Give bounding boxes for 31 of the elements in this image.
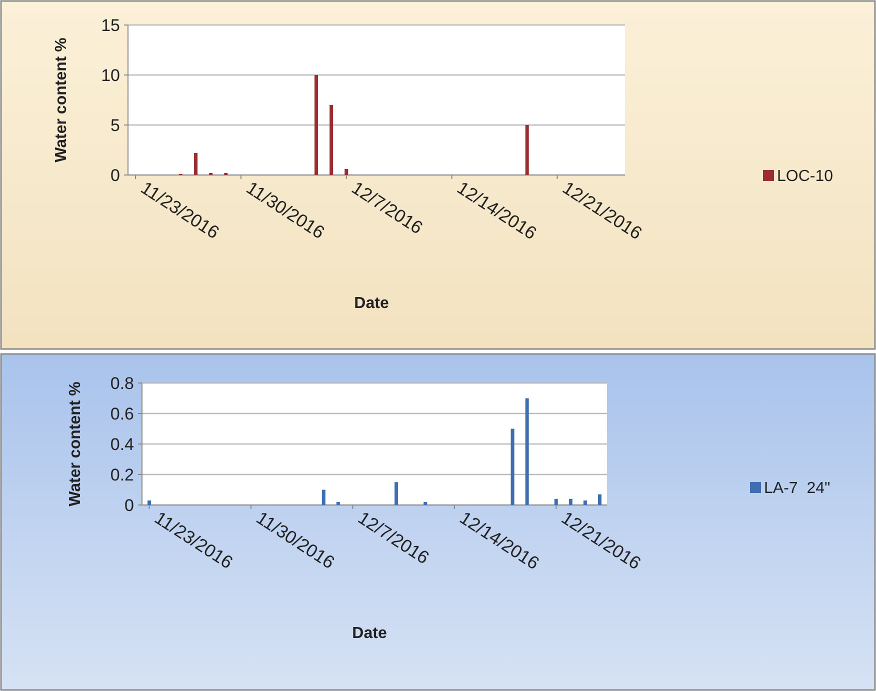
y-tick-label: 0.8 [110, 374, 134, 393]
legend-label: LOC-10 [777, 168, 834, 185]
bar [583, 500, 587, 505]
bar [568, 498, 572, 505]
x-axis-title: Date [354, 295, 389, 312]
y-tick-label: 10 [101, 66, 120, 85]
y-tick-label: 0 [124, 496, 134, 515]
bar [330, 105, 334, 175]
y-axis-title: Water content % [67, 382, 84, 506]
y-axis-title: Water content % [53, 38, 70, 162]
bar [194, 153, 198, 175]
y-tick-label: 0.4 [110, 434, 134, 454]
bar [344, 169, 348, 175]
y-tick-label: 0.2 [110, 465, 134, 484]
y-tick-label: 0.6 [110, 404, 134, 424]
bar [598, 494, 602, 505]
x-axis-title: Date [352, 625, 387, 642]
bar [525, 398, 529, 505]
bar [394, 482, 398, 505]
y-tick-label: 5 [110, 116, 120, 135]
bar [525, 125, 529, 175]
bar [314, 75, 318, 175]
bar [336, 502, 340, 505]
bar [424, 502, 428, 505]
legend-label: LA-7 24" [764, 480, 830, 497]
bar [148, 500, 152, 505]
bar [322, 490, 326, 505]
y-tick-label: 15 [101, 16, 120, 35]
bar [510, 428, 514, 505]
bar [554, 498, 558, 505]
y-tick-label: 0 [110, 166, 120, 185]
